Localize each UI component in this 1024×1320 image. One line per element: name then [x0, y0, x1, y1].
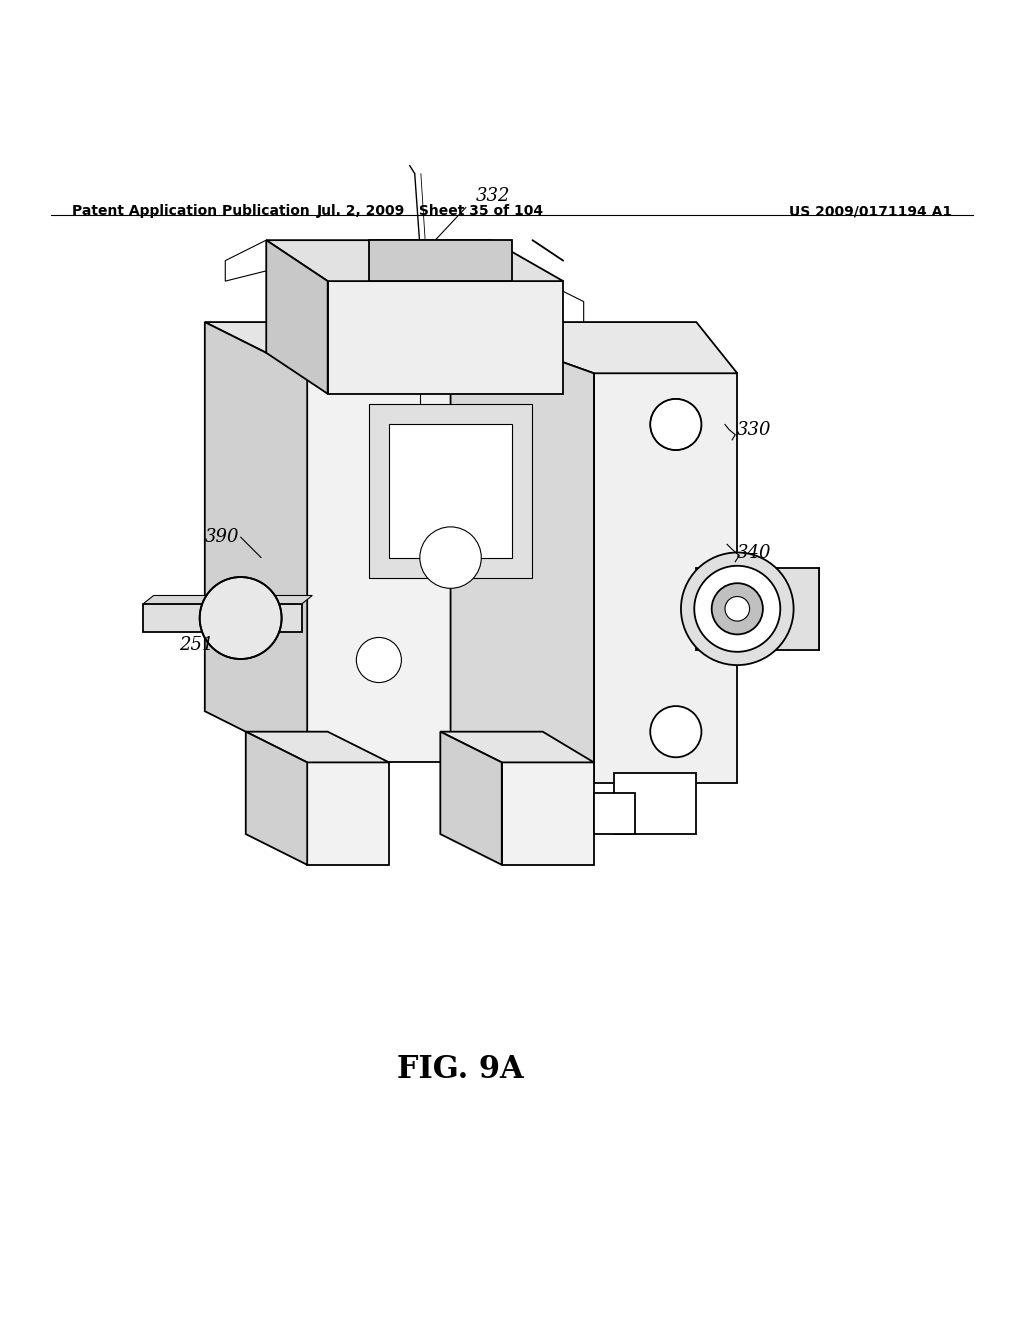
Polygon shape	[205, 322, 307, 763]
Circle shape	[681, 553, 794, 665]
Circle shape	[420, 527, 481, 589]
Text: 332: 332	[476, 187, 511, 205]
Polygon shape	[307, 763, 389, 865]
Polygon shape	[594, 374, 737, 783]
Text: 340: 340	[737, 544, 772, 561]
Polygon shape	[246, 731, 389, 763]
Polygon shape	[594, 793, 635, 834]
Polygon shape	[502, 763, 594, 865]
Text: Jul. 2, 2009   Sheet 35 of 104: Jul. 2, 2009 Sheet 35 of 104	[316, 205, 544, 218]
Text: 251: 251	[179, 636, 214, 653]
Text: Patent Application Publication: Patent Application Publication	[72, 205, 309, 218]
Polygon shape	[266, 240, 328, 393]
Bar	[614, 772, 696, 834]
Circle shape	[200, 577, 282, 659]
Polygon shape	[440, 731, 594, 763]
Polygon shape	[389, 425, 512, 557]
Circle shape	[694, 566, 780, 652]
Polygon shape	[440, 731, 502, 865]
Polygon shape	[328, 281, 563, 393]
Circle shape	[356, 638, 401, 682]
Polygon shape	[369, 404, 532, 578]
Polygon shape	[451, 322, 737, 374]
Polygon shape	[246, 731, 307, 865]
Circle shape	[650, 399, 701, 450]
Circle shape	[712, 583, 763, 635]
Polygon shape	[451, 322, 594, 783]
Circle shape	[725, 597, 750, 622]
Polygon shape	[696, 568, 819, 649]
Polygon shape	[266, 240, 563, 281]
Text: FIG. 9A: FIG. 9A	[397, 1055, 524, 1085]
Text: 390: 390	[205, 528, 240, 546]
Text: 330: 330	[737, 421, 772, 438]
Polygon shape	[307, 374, 594, 763]
Bar	[143, 603, 302, 632]
Polygon shape	[369, 240, 512, 281]
Circle shape	[650, 706, 701, 758]
Polygon shape	[205, 322, 594, 374]
Text: US 2009/0171194 A1: US 2009/0171194 A1	[790, 205, 952, 218]
Polygon shape	[143, 595, 312, 603]
